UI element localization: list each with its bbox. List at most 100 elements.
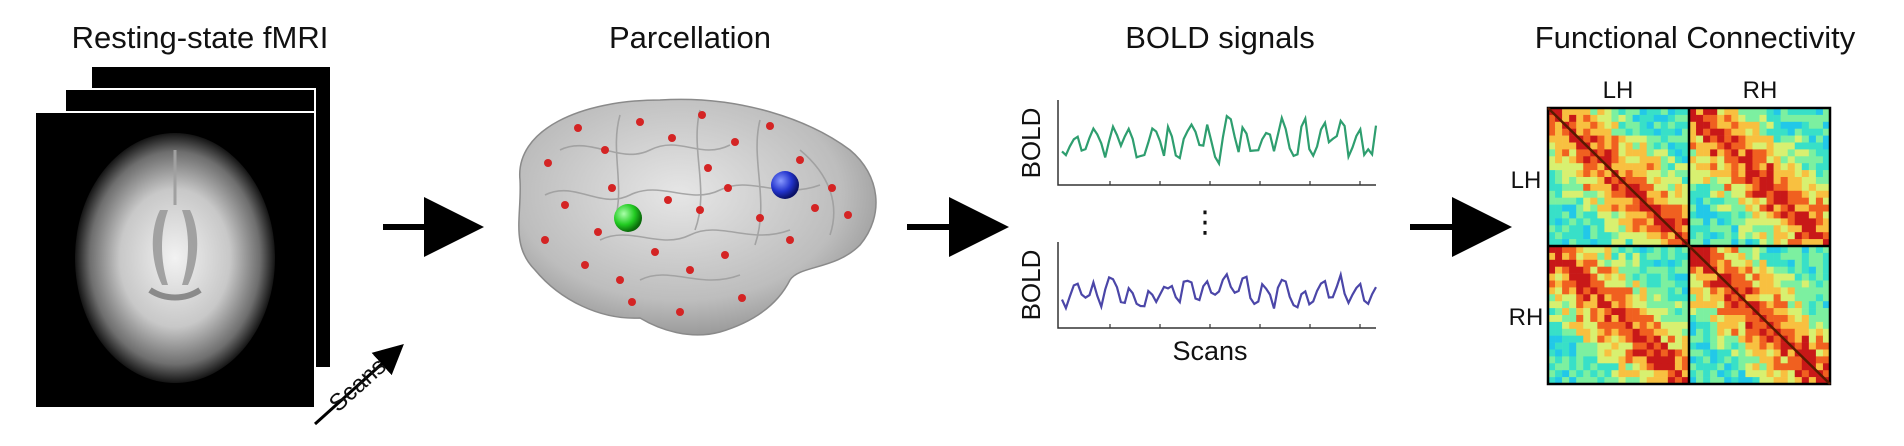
fc-matrix-cell	[1618, 356, 1626, 364]
fc-matrix-cell	[1822, 108, 1831, 116]
fc-matrix-cell	[1759, 108, 1767, 116]
fmri-title: Resting-state fMRI	[71, 20, 329, 55]
fc-matrix-cell	[1625, 273, 1633, 281]
fc-matrix-cell	[1822, 177, 1831, 185]
fc-matrix-cell	[1780, 273, 1788, 281]
fc-matrix-cell	[1773, 377, 1781, 385]
fc-matrix-cell	[1562, 114, 1570, 123]
fc-matrix-cell	[1674, 349, 1683, 357]
fc-matrix-cell	[1548, 315, 1556, 323]
fc-matrix-cell	[1703, 246, 1711, 254]
fc-matrix-cell	[1548, 259, 1556, 267]
fc-matrix-cell	[1583, 183, 1591, 192]
fc-matrix-cell	[1794, 335, 1803, 343]
fc-matrix-cell	[1569, 287, 1577, 295]
fc-matrix-cell	[1597, 252, 1605, 261]
fc-matrix-cell	[1660, 266, 1669, 274]
fc-matrix-cell	[1801, 280, 1810, 288]
fc-matrix-cell	[1766, 315, 1774, 323]
fc-matrix-cell	[1696, 218, 1704, 226]
fc-matrix-cell	[1759, 301, 1767, 309]
fc-matrix-cell	[1604, 121, 1612, 129]
fc-matrix-cell	[1696, 156, 1704, 164]
fc-matrix-cell	[1738, 135, 1746, 143]
fc-matrix-cell	[1759, 356, 1767, 364]
fc-matrix-cell	[1717, 239, 1725, 247]
fc-matrix-cell	[1731, 239, 1739, 247]
fc-matrix-cell	[1674, 273, 1683, 281]
fc-matrix-cell	[1759, 163, 1767, 171]
fc-matrix-cell	[1780, 356, 1788, 364]
fc-matrix-cell	[1696, 232, 1704, 240]
fc-matrix-cell	[1611, 363, 1619, 371]
fc-matrix-cell	[1611, 301, 1619, 309]
fc-matrix-cell	[1689, 315, 1697, 323]
fc-matrix-cell	[1653, 287, 1662, 295]
fc-matrix-cell	[1752, 128, 1760, 136]
fc-matrix-cell	[1632, 232, 1640, 240]
fc-matrix-cell	[1639, 308, 1647, 316]
fc-matrix-cell	[1808, 273, 1817, 281]
fc-matrix-cell	[1822, 273, 1831, 281]
fc-matrix-cell	[1717, 225, 1725, 233]
fc-matrix-cell	[1710, 370, 1718, 378]
fc-matrix-cell	[1674, 259, 1683, 267]
fc-matrix-cell	[1787, 135, 1796, 143]
fc-matrix-cell	[1597, 142, 1605, 150]
fc-matrix-cell	[1815, 218, 1824, 226]
fc-matrix-cell	[1639, 252, 1647, 261]
fc-matrix-cell	[1745, 259, 1753, 267]
fc-matrix-cell	[1604, 356, 1612, 364]
fc-matrix-cell	[1766, 363, 1774, 371]
fc-matrix-cell	[1738, 252, 1746, 261]
fc-matrix-cell	[1590, 232, 1598, 240]
fc-matrix-cell	[1808, 114, 1817, 123]
fc-matrix-cell	[1703, 225, 1711, 233]
fc-matrix-cell	[1801, 204, 1810, 212]
fc-matrix-cell	[1703, 135, 1711, 143]
fc-matrix-cell	[1731, 218, 1739, 226]
fc-matrix-cell	[1724, 232, 1732, 240]
fc-matrix-cell	[1576, 121, 1584, 129]
fc-matrix-cell	[1717, 252, 1725, 261]
fc-matrix-cell	[1815, 183, 1824, 192]
fc-matrix-cell	[1745, 190, 1753, 198]
fc-matrix-cell	[1745, 246, 1753, 254]
fc-matrix-cell	[1604, 321, 1612, 330]
fc-matrix-cell	[1555, 370, 1563, 378]
fc-matrix-cell	[1632, 273, 1640, 281]
fc-matrix-cell	[1703, 328, 1711, 336]
fc-matrix-cell	[1653, 363, 1662, 371]
fc-matrix-cell	[1590, 273, 1598, 281]
fc-matrix-cell	[1555, 335, 1563, 343]
fc-matrix-cell	[1590, 377, 1598, 385]
fc-matrix-cell	[1604, 308, 1612, 316]
fc-matrix-cell	[1752, 356, 1760, 364]
fc-matrix-cell	[1646, 135, 1655, 143]
fc-matrix-cell	[1674, 239, 1683, 247]
fc-matrix-cell	[1646, 108, 1655, 116]
fc-matrix-cell	[1667, 280, 1676, 288]
fc-matrix-cell	[1674, 225, 1683, 233]
fc-matrix-cell	[1597, 197, 1605, 205]
fc-matrix-cell	[1555, 266, 1563, 274]
fc-matrix-cell	[1569, 177, 1577, 185]
fc-matrix-cell	[1738, 142, 1746, 150]
fc-matrix-cell	[1660, 356, 1669, 364]
fc-matrix-cell	[1569, 142, 1577, 150]
fc-matrix-cell	[1639, 356, 1647, 364]
fc-matrix-cell	[1696, 128, 1704, 136]
fc-matrix-cell	[1724, 246, 1732, 254]
fc-matrix-cell	[1625, 377, 1633, 385]
fc-matrix-cell	[1696, 370, 1704, 378]
fc-matrix-cell	[1569, 225, 1577, 233]
fc-matrix-cell	[1604, 301, 1612, 309]
fc-matrix-cell	[1759, 363, 1767, 371]
fc-matrix-cell	[1780, 156, 1788, 164]
fc-matrix-cell	[1745, 108, 1753, 116]
fc-matrix-cell	[1731, 349, 1739, 357]
fc-matrix-cell	[1724, 218, 1732, 226]
fc-matrix-cell	[1766, 280, 1774, 288]
fc-matrix-cell	[1759, 280, 1767, 288]
fc-matrix-cell	[1710, 252, 1718, 261]
